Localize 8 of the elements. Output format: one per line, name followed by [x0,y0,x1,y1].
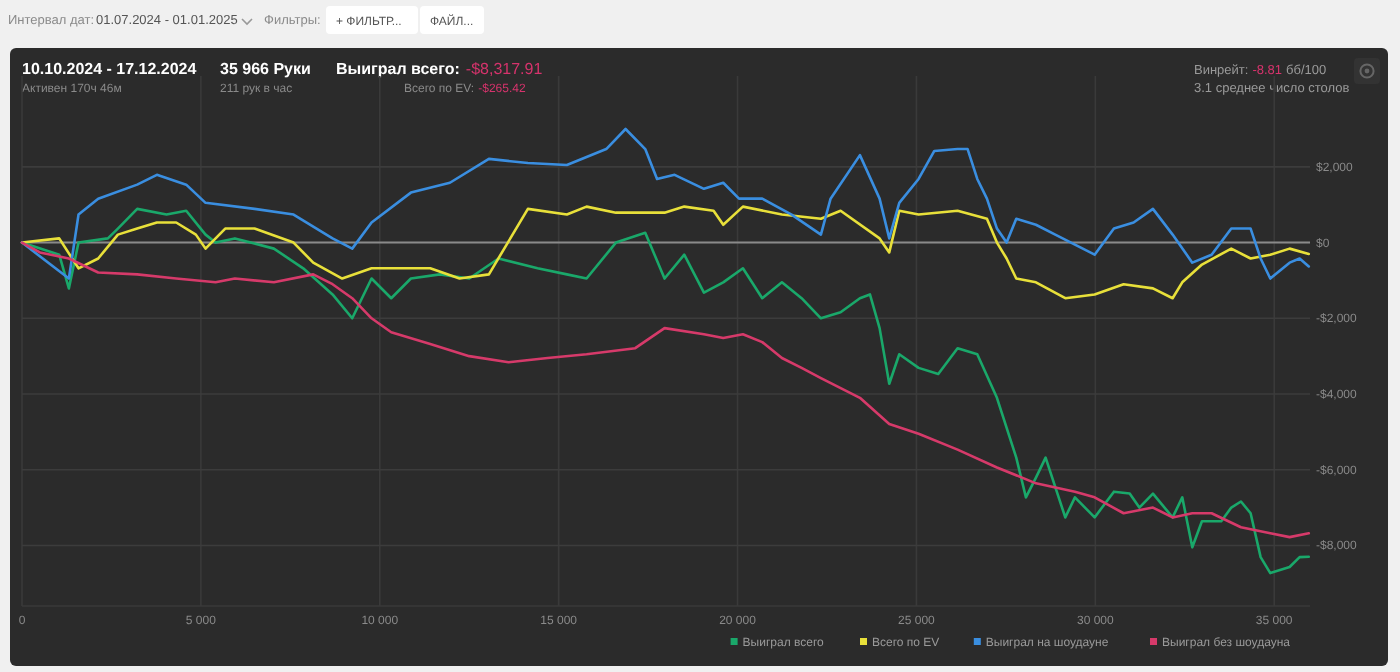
annotation: Выиграл всего: [336,60,460,78]
annotation: 35 966 Руки [220,60,311,78]
line-series [20,205,1311,300]
annotation: -$8,317.91 [465,60,544,78]
line-series [20,207,1311,575]
chart-title: 10.10.2024 - 17.12.2024 [22,60,198,78]
line-series [20,241,1311,539]
line-series [20,127,1311,280]
